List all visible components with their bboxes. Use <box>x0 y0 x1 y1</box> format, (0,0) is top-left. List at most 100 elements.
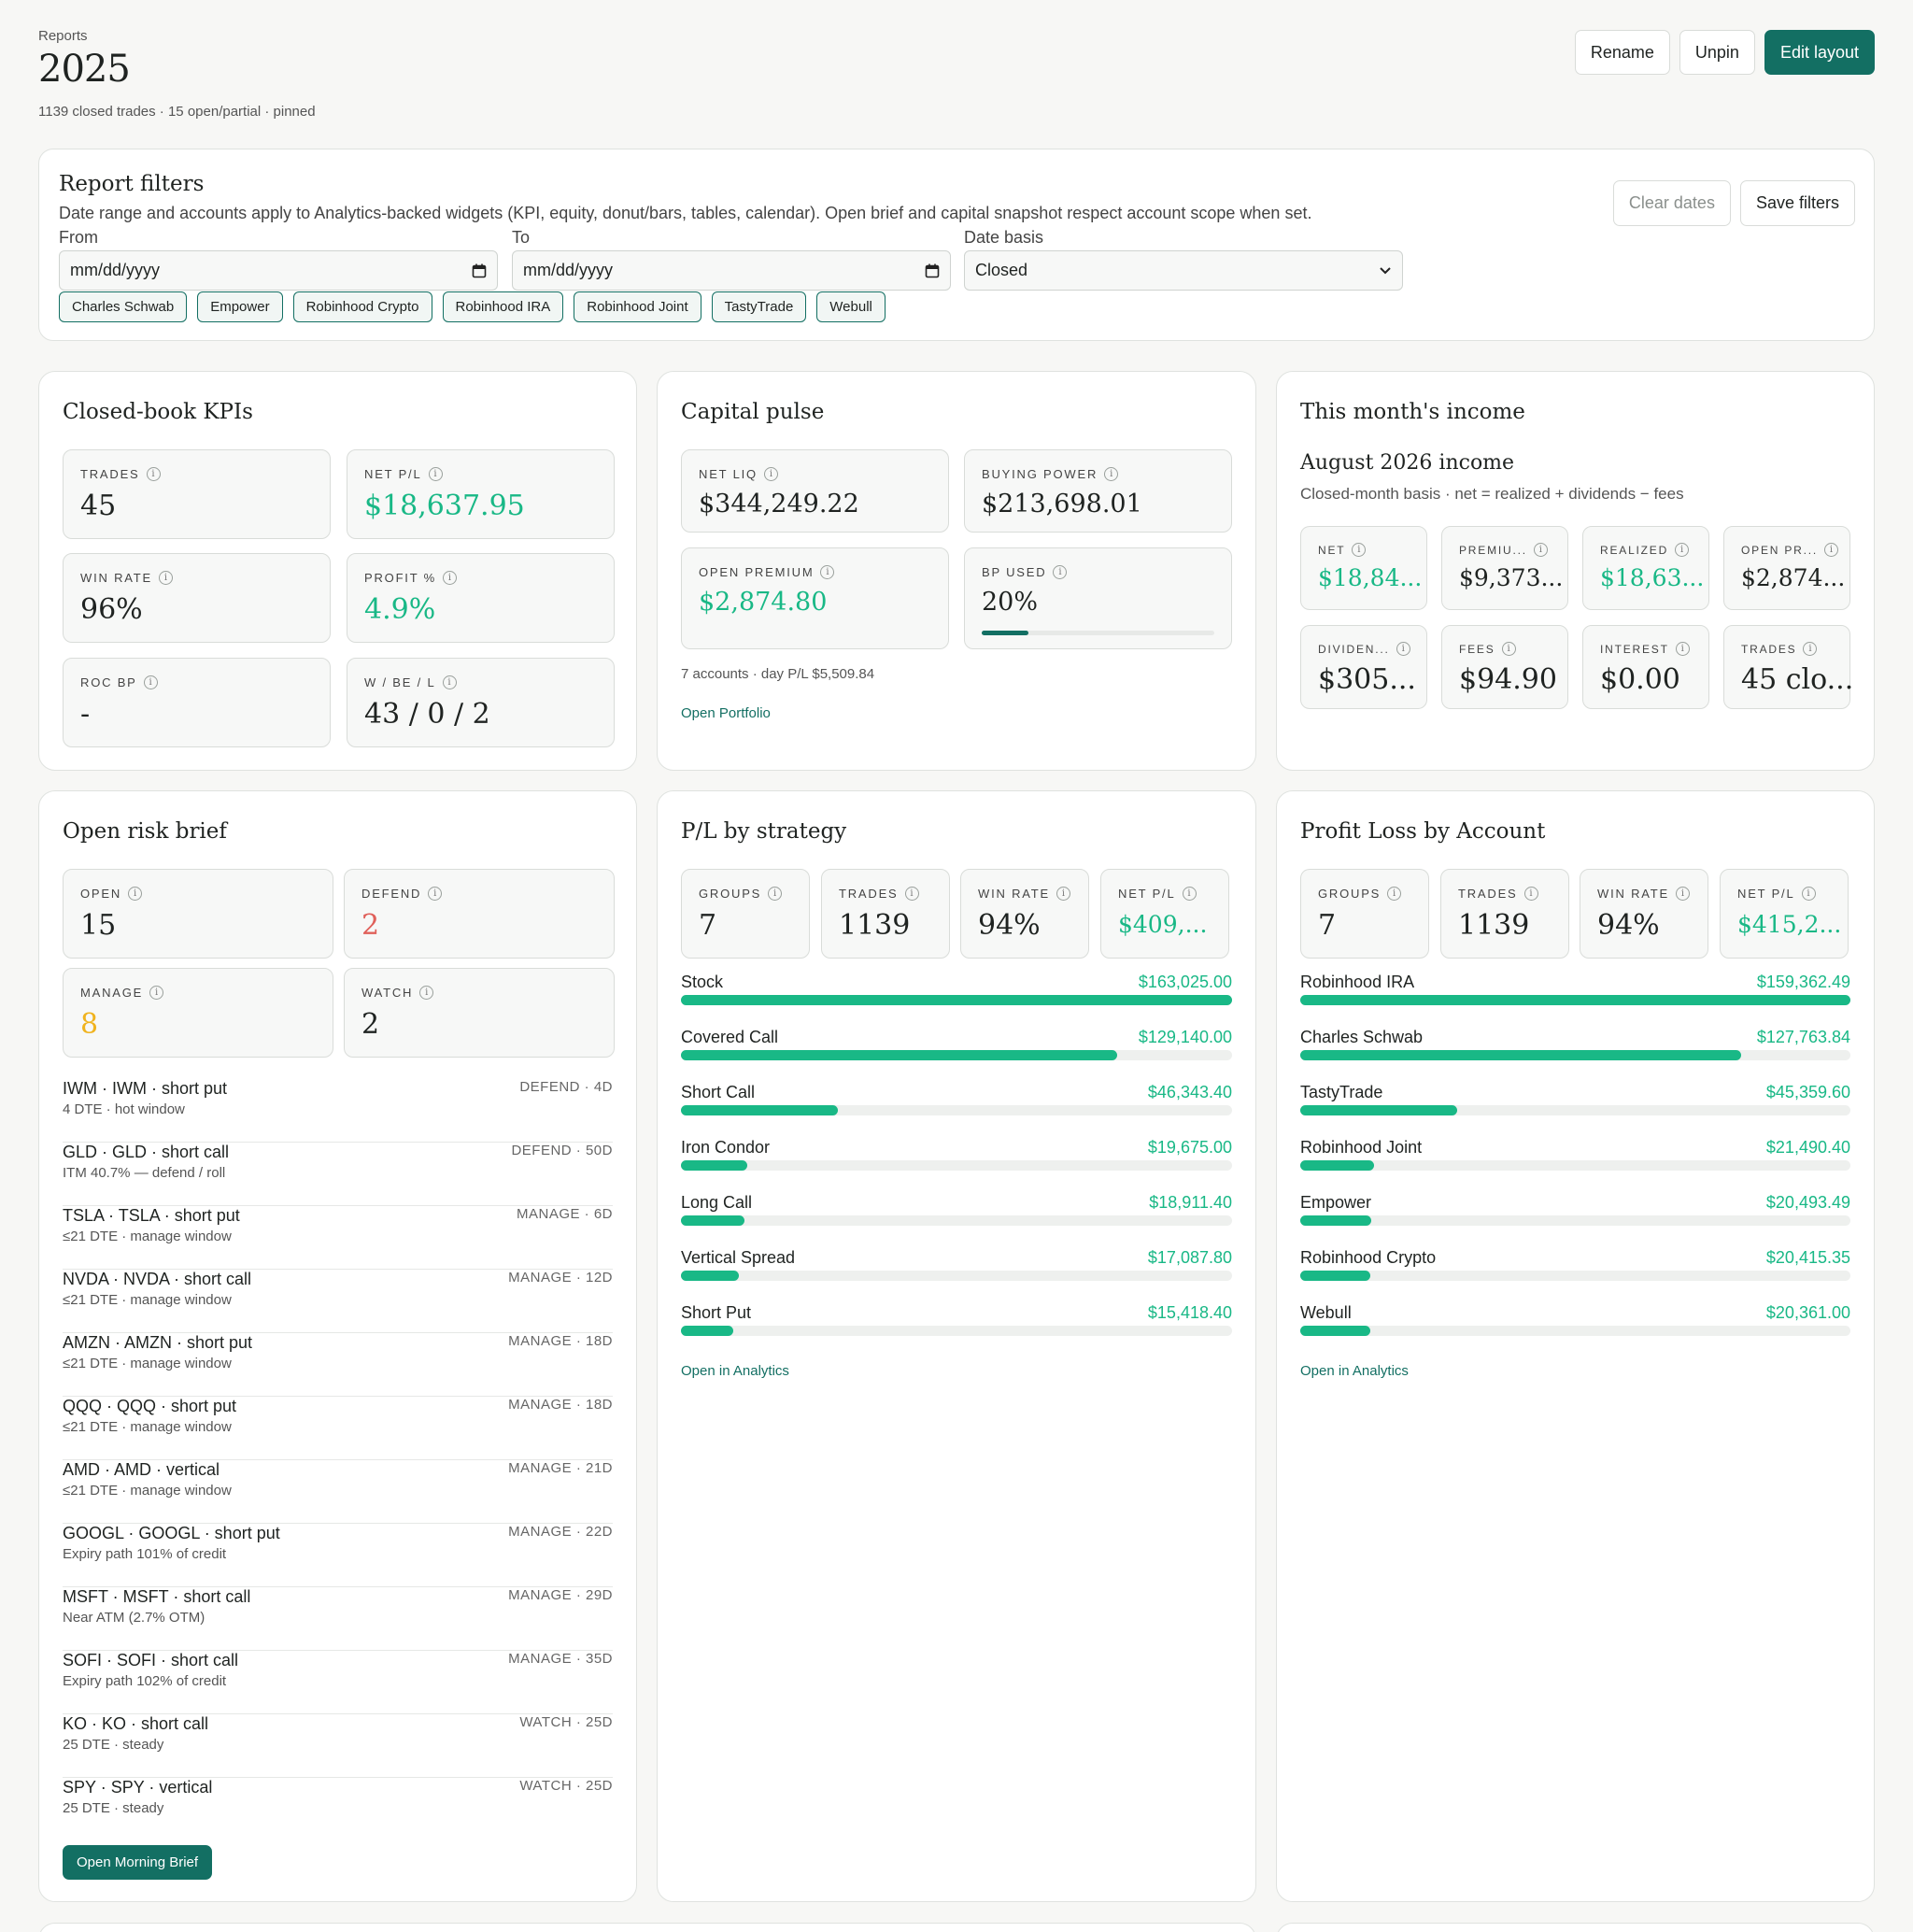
account-chip[interactable]: Robinhood Crypto <box>292 291 432 322</box>
info-icon[interactable]: i <box>1824 543 1839 557</box>
next-row-card <box>38 1923 1256 1932</box>
bar-row[interactable]: Iron Condor $19,675.00 <box>681 1138 1232 1179</box>
info-icon[interactable]: i <box>1501 642 1516 656</box>
info-icon[interactable]: i <box>1533 543 1548 557</box>
bar-row[interactable]: Long Call $18,911.40 <box>681 1193 1232 1234</box>
breadcrumb[interactable]: Reports <box>38 28 88 44</box>
tile-value: 45 clo... <box>1741 663 1854 696</box>
from-date-input[interactable]: mm/dd/yyyy <box>59 250 498 291</box>
risk-list-item[interactable]: SOFI · SOFI · short call Expiry path 102%… <box>63 1651 613 1714</box>
rename-button[interactable]: Rename <box>1574 30 1670 75</box>
bar-track <box>681 1105 1232 1115</box>
account-chip[interactable]: Robinhood Joint <box>574 291 701 322</box>
info-icon[interactable]: i <box>159 571 173 585</box>
risk-item-title: GOOGL · GOOGL · short put <box>63 1524 280 1542</box>
tile-value: 4.9% <box>364 593 436 626</box>
risk-item-badge: MANAGE · 21D <box>508 1460 613 1476</box>
risk-list-item[interactable]: KO · KO · short call 25 DTE · steady WATCH… <box>63 1714 613 1778</box>
to-date-input[interactable]: mm/dd/yyyy <box>512 250 951 291</box>
info-icon[interactable]: i <box>128 887 143 901</box>
risk-list-item[interactable]: SPY · SPY · vertical 25 DTE · steady WATCH… <box>63 1778 613 1841</box>
info-icon[interactable]: i <box>1352 543 1367 557</box>
edit-layout-button[interactable]: Edit layout <box>1764 30 1875 75</box>
risk-list-item[interactable]: GOOGL · GOOGL · short put Expiry path 101… <box>63 1524 613 1587</box>
bar-row[interactable]: Empower $20,493.49 <box>1300 1193 1850 1234</box>
info-icon[interactable]: i <box>1523 887 1538 901</box>
info-icon[interactable]: i <box>1056 887 1070 901</box>
risk-list-item[interactable]: QQQ · QQQ · short put ≤21 DTE · manage wi… <box>63 1397 613 1460</box>
bar-row[interactable]: TastyTrade $45,359.60 <box>1300 1083 1850 1124</box>
bar-row[interactable]: Robinhood Joint $21,490.40 <box>1300 1138 1850 1179</box>
info-icon[interactable]: i <box>149 986 164 1000</box>
open-in-analytics-link[interactable]: Open in Analytics <box>1300 1363 1409 1379</box>
tile-label-text: OPEN <box>80 887 122 901</box>
bar-row[interactable]: Robinhood Crypto $20,415.35 <box>1300 1248 1850 1289</box>
info-icon[interactable]: i <box>146 467 161 481</box>
save-filters-button[interactable]: Save filters <box>1739 180 1855 226</box>
bar-row[interactable]: Webull $20,361.00 <box>1300 1303 1850 1344</box>
info-icon[interactable]: i <box>442 675 457 689</box>
tile-value: 2 <box>361 1008 380 1041</box>
bar-row[interactable]: Short Call $46,343.40 <box>681 1083 1232 1124</box>
risk-list-item[interactable]: AMD · AMD · vertical ≤21 DTE · manage win… <box>63 1460 613 1524</box>
info-icon[interactable]: i <box>1396 642 1410 656</box>
info-icon[interactable]: i <box>419 986 434 1000</box>
risk-list-item[interactable]: TSLA · TSLA · short put ≤21 DTE · manage … <box>63 1206 613 1270</box>
risk-tile-watch: WATCH i 2 <box>344 968 615 1058</box>
info-icon[interactable]: i <box>428 887 443 901</box>
bar-row[interactable]: Covered Call $129,140.00 <box>681 1028 1232 1069</box>
tile-value: 96% <box>80 593 143 626</box>
date-basis-select[interactable]: Closed <box>964 250 1403 291</box>
tile-label: WIN RATE i <box>80 571 173 585</box>
risk-list-item[interactable]: MSFT · MSFT · short call Near ATM (2.7% O… <box>63 1587 613 1651</box>
info-icon[interactable]: i <box>443 571 458 585</box>
account-chip[interactable]: Robinhood IRA <box>442 291 564 322</box>
tile-label: FEES i <box>1459 642 1516 656</box>
info-icon[interactable]: i <box>1675 642 1690 656</box>
info-icon[interactable]: i <box>1675 543 1690 557</box>
info-icon[interactable]: i <box>820 565 835 579</box>
info-icon[interactable]: i <box>1803 642 1818 656</box>
risk-list-item[interactable]: NVDA · NVDA · short call ≤21 DTE · manage… <box>63 1270 613 1333</box>
risk-item-badge: DEFEND · 4D <box>519 1079 613 1095</box>
account-chip[interactable]: TastyTrade <box>711 291 807 322</box>
info-icon[interactable]: i <box>428 467 443 481</box>
tile-label-text: INTEREST <box>1600 642 1669 656</box>
date-basis-value: Closed <box>975 261 1028 279</box>
account-chip[interactable]: Webull <box>816 291 886 322</box>
calendar-icon[interactable] <box>925 263 940 278</box>
account-chip[interactable]: Empower <box>197 291 283 322</box>
capital-pulse-card: Capital pulse NET LIQ i $344,249.22 BUYIN… <box>657 371 1256 771</box>
unpin-button[interactable]: Unpin <box>1679 30 1755 75</box>
info-icon[interactable]: i <box>1801 887 1816 901</box>
info-icon[interactable]: i <box>1053 565 1068 579</box>
info-icon[interactable]: i <box>1104 467 1119 481</box>
risk-item-badge: MANAGE · 18D <box>508 1333 613 1349</box>
risk-tile-open: OPEN i 15 <box>63 869 333 959</box>
open-in-analytics-link[interactable]: Open in Analytics <box>681 1363 789 1379</box>
risk-list-item[interactable]: AMZN · AMZN · short put ≤21 DTE · manage … <box>63 1333 613 1397</box>
bar-row[interactable]: Charles Schwab $127,763.84 <box>1300 1028 1850 1069</box>
risk-item-badge: DEFEND · 50D <box>511 1143 613 1158</box>
tile-label-text: NET P/L <box>1118 887 1176 901</box>
open-morning-brief-button[interactable]: Open Morning Brief <box>63 1845 213 1880</box>
info-icon[interactable]: i <box>904 887 919 901</box>
clear-dates-button[interactable]: Clear dates <box>1612 180 1731 226</box>
open-portfolio-link[interactable]: Open Portfolio <box>681 705 771 721</box>
info-icon[interactable]: i <box>763 467 778 481</box>
bar-row[interactable]: Stock $163,025.00 <box>681 973 1232 1014</box>
bar-row[interactable]: Robinhood IRA $159,362.49 <box>1300 973 1850 1014</box>
risk-list-item[interactable]: IWM · IWM · short put 4 DTE · hot window D… <box>63 1079 613 1143</box>
bar-row[interactable]: Vertical Spread $17,087.80 <box>681 1248 1232 1289</box>
tile-value: 43 / 0 / 2 <box>364 698 490 731</box>
calendar-icon[interactable] <box>472 263 487 278</box>
info-icon[interactable]: i <box>143 675 158 689</box>
info-icon[interactable]: i <box>1182 887 1197 901</box>
account-chip[interactable]: Charles Schwab <box>59 291 188 322</box>
info-icon[interactable]: i <box>1387 887 1402 901</box>
risk-item-subtitle: ≤21 DTE · manage window <box>63 1292 232 1308</box>
info-icon[interactable]: i <box>768 887 783 901</box>
risk-list-item[interactable]: GLD · GLD · short call ITM 40.7% — defend… <box>63 1143 613 1206</box>
bar-row[interactable]: Short Put $15,418.40 <box>681 1303 1232 1344</box>
info-icon[interactable]: i <box>1676 887 1690 901</box>
